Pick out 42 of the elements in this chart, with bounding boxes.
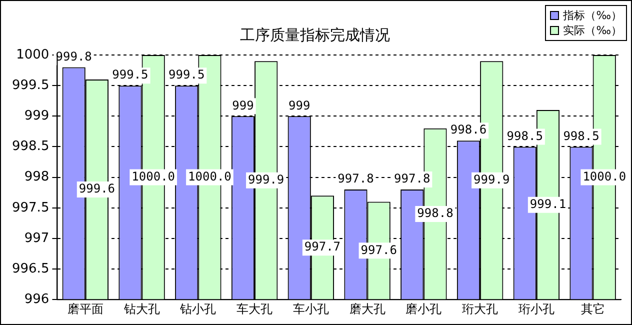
x-tick-label: 珩大孔 xyxy=(462,302,498,316)
x-tick-label: 车小孔 xyxy=(292,302,329,316)
y-tick-label: 996.5 xyxy=(12,261,50,276)
y-tick-label: 1000 xyxy=(16,47,50,62)
y-tick-label: 998 xyxy=(24,170,50,185)
data-label: 997.8 xyxy=(394,172,430,186)
data-label: 999.1 xyxy=(530,196,566,211)
data-label: 999.8 xyxy=(56,49,92,64)
x-tick-label: 钻大孔 xyxy=(122,302,160,316)
y-tick-label: 999.5 xyxy=(12,78,50,93)
x-tick-label: 珩小孔 xyxy=(518,302,554,316)
data-label: 998.6 xyxy=(450,122,487,137)
y-tick-label: 998.5 xyxy=(12,139,50,154)
data-label: 998.5 xyxy=(506,128,543,143)
data-label: 998.8 xyxy=(417,206,454,220)
data-label: 997.7 xyxy=(304,240,341,254)
legend-label: 指标（‰） xyxy=(563,8,622,23)
legend-label: 实际（‰） xyxy=(563,23,622,38)
data-label: 999.5 xyxy=(168,68,205,82)
chart-title: 工序质量指标完成情况 xyxy=(240,26,390,44)
data-label: 997.8 xyxy=(338,172,374,186)
data-label: 999 xyxy=(232,98,254,112)
data-label: 999 xyxy=(288,98,310,112)
x-tick-label: 磨小孔 xyxy=(406,302,442,316)
data-label: 999.6 xyxy=(78,182,116,196)
x-tick-label: 其它 xyxy=(580,302,605,316)
data-label: 998.5 xyxy=(563,128,600,143)
data-label: 999.9 xyxy=(474,172,510,186)
data-label: 999.5 xyxy=(112,68,148,82)
data-label: 997.6 xyxy=(360,242,397,257)
x-tick-label: 钻小孔 xyxy=(179,302,216,316)
data-label: 1000.0 xyxy=(582,169,626,184)
x-tick-label: 车大孔 xyxy=(236,302,273,316)
y-tick-label: 996 xyxy=(24,292,50,307)
y-tick-label: 997 xyxy=(24,230,50,246)
data-label: 999.9 xyxy=(248,172,284,186)
data-label: 1000.0 xyxy=(132,169,176,184)
x-tick-label: 磨大孔 xyxy=(349,302,386,316)
data-label: 1000.0 xyxy=(188,169,232,184)
y-tick-label: 997.5 xyxy=(12,200,50,216)
x-tick-label: 磨平面 xyxy=(67,302,104,316)
y-tick-label: 999 xyxy=(24,108,50,124)
